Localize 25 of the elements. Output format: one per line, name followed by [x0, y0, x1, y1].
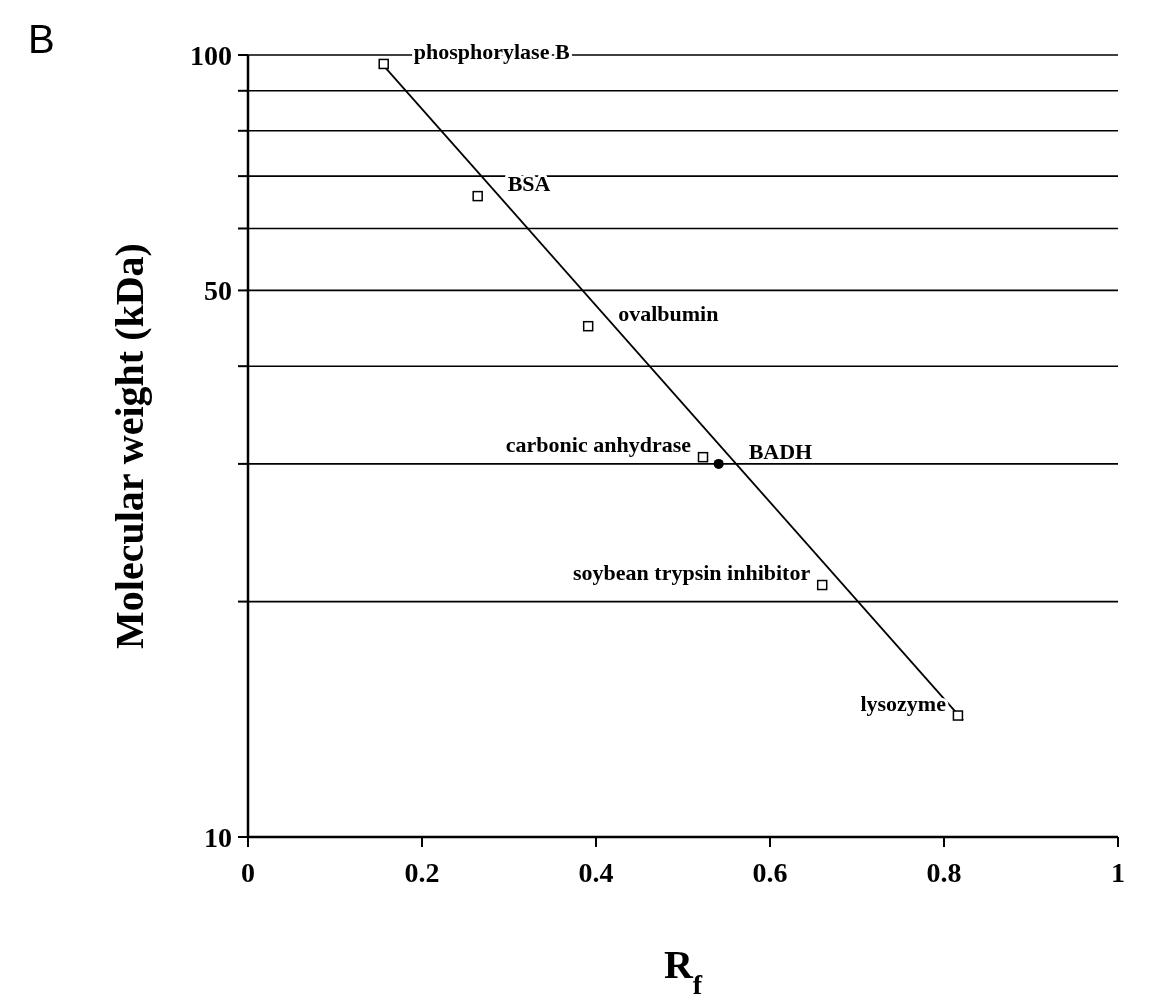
annotation: BADH [748, 438, 813, 464]
y-tick-label: 50 [204, 275, 232, 307]
x-tick-label: 1 [1111, 857, 1125, 888]
point [952, 710, 964, 721]
point [816, 579, 828, 591]
annotation: ovalbumin [618, 301, 719, 327]
annotation: soybean trypsin inhibitor [573, 560, 811, 586]
x-axis-title: R$_{f}$ [663, 942, 703, 999]
chart-title: B [28, 17, 55, 61]
x-tick-label: 0.2 [404, 857, 440, 888]
x-tick-label: 0.8 [926, 857, 962, 888]
x-tick-label: 0 [241, 857, 255, 888]
annotation: carbonic anhydrase [505, 432, 692, 458]
x-tick-label: 0.4 [578, 857, 614, 888]
y-tick-label: 10 [204, 821, 232, 853]
y-tick-label: 100 [190, 39, 232, 71]
x-tick-label: 0.6 [752, 857, 788, 888]
point [378, 58, 389, 70]
point [697, 451, 709, 463]
point [713, 458, 724, 469]
point [472, 190, 483, 202]
annotation: lysozyme [860, 690, 947, 716]
y-axis-title: Molecular weight (kDa) [107, 243, 152, 649]
annotation: BSA [507, 171, 551, 197]
point [582, 320, 594, 332]
